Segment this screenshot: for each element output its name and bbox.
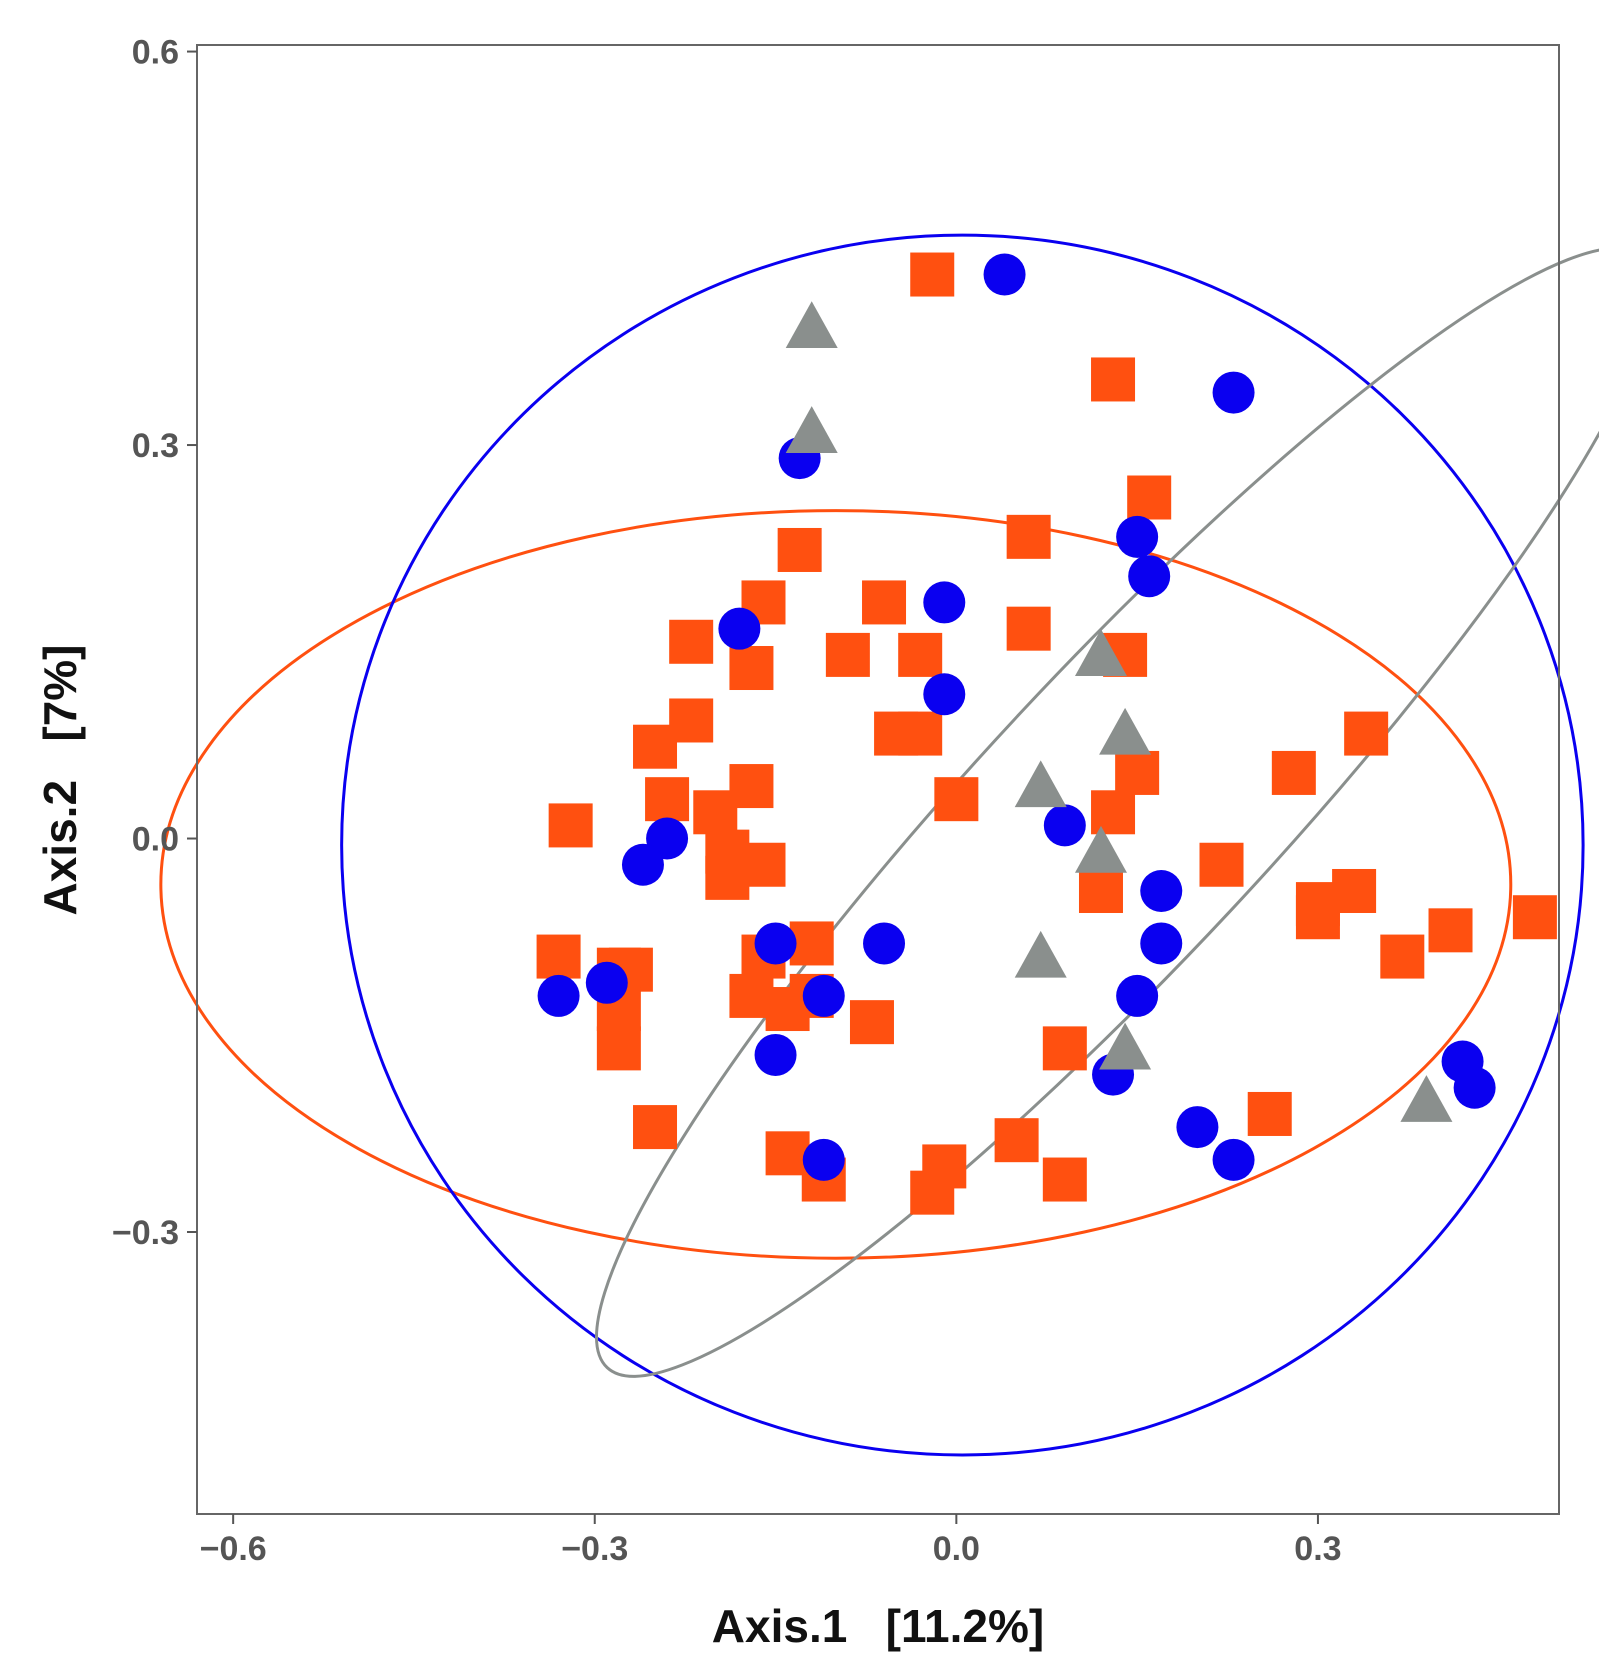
series-circles <box>537 253 1496 1181</box>
square-point-23 <box>934 777 979 822</box>
square-point-1 <box>910 252 955 297</box>
circle-point-5 <box>1128 555 1171 598</box>
square-point-42 <box>1380 934 1425 979</box>
ellipse-1 <box>159 509 1513 1260</box>
square-point-29 <box>705 855 750 900</box>
square-point-22 <box>645 777 690 822</box>
y-tick-label: 0.3 <box>132 427 179 465</box>
circle-point-9 <box>1043 804 1086 847</box>
x-tick-label: 0.3 <box>1294 1530 1341 1568</box>
square-point-51 <box>1247 1091 1292 1136</box>
circle-point-14 <box>863 922 906 965</box>
x-tick-label: −0.3 <box>561 1530 628 1568</box>
circle-point-8 <box>923 673 966 716</box>
circle-point-4 <box>1116 515 1159 558</box>
square-point-9 <box>669 619 714 664</box>
square-point-10 <box>825 632 870 677</box>
ellipse-3 <box>595 246 1599 1378</box>
triangle-point-9 <box>1400 1075 1453 1122</box>
triangle-point-7 <box>1014 930 1067 978</box>
square-point-5 <box>777 527 822 572</box>
square-point-4 <box>1006 514 1051 559</box>
y-axis-title: Axis.2 [7%] <box>34 645 86 916</box>
axis-layer: −0.6 −0.3 0.0 0.3 0.6 0.3 0.0 −0.3 <box>112 34 1342 1568</box>
y-tick-label: −0.3 <box>112 1214 179 1252</box>
x-axis-title: Axis.1 [11.2%] <box>712 1600 1044 1652</box>
circle-point-1 <box>983 253 1026 296</box>
square-point-41 <box>789 921 834 966</box>
square-point-19 <box>1271 750 1316 795</box>
square-point-57 <box>1042 1157 1087 1202</box>
triangle-point-1 <box>785 301 838 349</box>
square-point-18 <box>898 711 943 756</box>
square-point-13 <box>729 646 774 691</box>
square-point-31 <box>1078 868 1123 913</box>
square-point-11 <box>898 632 943 677</box>
square-point-46 <box>849 1000 894 1045</box>
circle-point-7 <box>718 607 761 650</box>
square-point-30 <box>1199 842 1244 887</box>
square-point-36 <box>1512 895 1557 940</box>
square-point-34 <box>1295 895 1340 940</box>
square-point-50 <box>633 1105 678 1150</box>
square-point-48 <box>596 1026 641 1071</box>
square-point-2 <box>1091 357 1136 402</box>
square-point-3 <box>1127 475 1172 520</box>
square-point-49 <box>1042 1026 1087 1071</box>
circle-point-17 <box>537 974 580 1017</box>
circle-point-26 <box>802 1138 845 1181</box>
triangle-point-8 <box>1099 1022 1152 1070</box>
circle-point-15 <box>754 922 797 965</box>
square-point-16 <box>633 724 678 769</box>
x-tick-label: 0.0 <box>933 1530 980 1568</box>
circle-point-20 <box>754 1033 797 1076</box>
circle-point-25 <box>1212 1138 1255 1181</box>
circle-point-13 <box>1140 922 1183 965</box>
ellipse-2-outline <box>340 233 1585 1457</box>
x-tick-label: −0.6 <box>200 1530 267 1568</box>
ellipse-1-outline <box>159 509 1513 1260</box>
square-point-56 <box>910 1170 955 1215</box>
ellipse-3-outline <box>595 246 1599 1378</box>
circle-point-18 <box>802 974 845 1017</box>
square-point-37 <box>536 934 581 979</box>
circle-point-6 <box>923 581 966 624</box>
series-triangles <box>785 301 1453 1122</box>
plot-panel-border <box>196 44 1560 1515</box>
square-point-8 <box>1006 606 1051 651</box>
circle-point-23 <box>1453 1066 1496 1109</box>
square-point-53 <box>994 1118 1039 1163</box>
y-tick-label: 0.0 <box>132 821 179 859</box>
y-tick-label: 0.6 <box>132 34 179 72</box>
square-point-20 <box>1115 750 1160 795</box>
square-point-15 <box>1344 711 1389 756</box>
circle-point-24 <box>1176 1106 1219 1149</box>
square-point-7 <box>862 580 907 625</box>
triangle-point-2 <box>785 406 838 453</box>
circle-point-12 <box>1140 869 1183 912</box>
triangle-point-6 <box>1074 825 1127 873</box>
point-layer <box>536 252 1557 1215</box>
triangle-point-5 <box>1014 760 1067 808</box>
square-point-24 <box>1091 790 1136 835</box>
triangle-point-4 <box>1099 707 1152 755</box>
ellipse-2 <box>340 233 1585 1457</box>
circle-point-2 <box>1212 371 1255 414</box>
circle-point-11 <box>621 843 664 886</box>
square-point-35 <box>1428 908 1473 953</box>
circle-point-16 <box>585 961 628 1004</box>
ellipse-layer <box>159 233 1599 1457</box>
circle-point-19 <box>1116 974 1159 1017</box>
square-point-25 <box>693 790 738 835</box>
square-point-26 <box>548 803 593 848</box>
triangle-point-3 <box>1074 629 1127 676</box>
